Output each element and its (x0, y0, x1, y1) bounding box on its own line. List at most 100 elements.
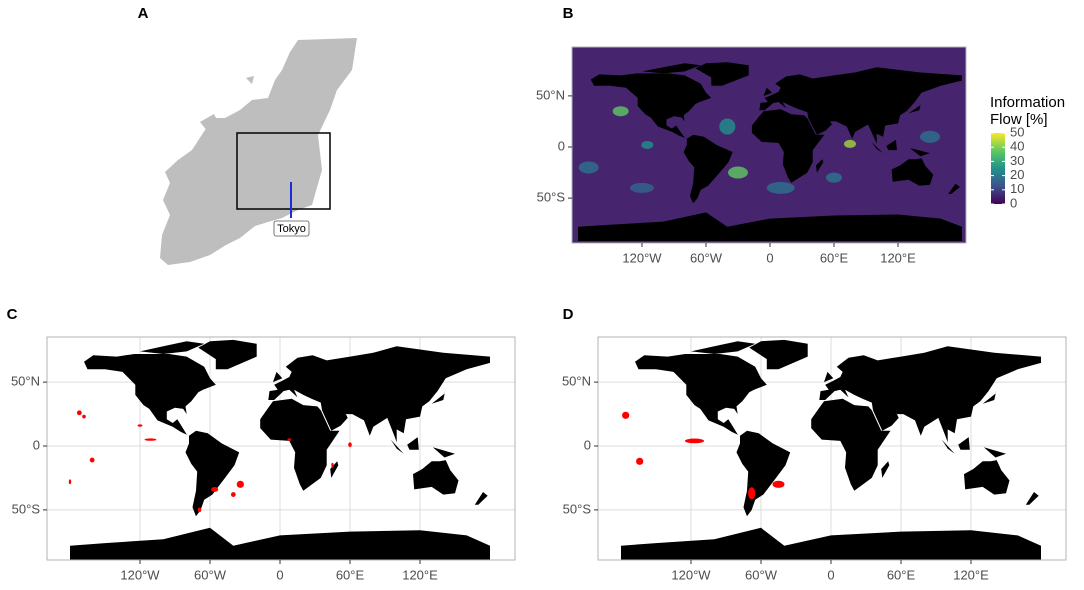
landmass (749, 339, 808, 370)
landmass (390, 439, 404, 454)
panel-label: A (138, 5, 149, 22)
map-frame (46, 336, 516, 561)
highlight-region (211, 487, 219, 492)
landmass (982, 388, 997, 404)
x-tick-label: 120°E (880, 250, 916, 265)
landmass (958, 437, 970, 450)
landmass (268, 346, 490, 443)
landmass (578, 212, 962, 241)
highlight-region (331, 462, 334, 468)
y-tick-label: 50°N (11, 374, 40, 389)
landmass (759, 67, 962, 144)
highlight-region (230, 492, 236, 497)
landmass (185, 430, 240, 517)
x-tick-label: 60°W (194, 567, 227, 582)
flow-pattern (578, 161, 599, 174)
landmass (871, 141, 884, 154)
x-tick-label: 60°W (745, 567, 778, 582)
highlight-region (89, 457, 95, 463)
flow-pattern (612, 106, 629, 117)
x-tick-label: 120°W (671, 567, 711, 582)
landmass (948, 183, 960, 194)
landmass (964, 460, 1010, 495)
landmass (811, 398, 891, 491)
flow-pattern (826, 172, 842, 183)
map-frame (597, 336, 1067, 561)
colorbar-label: 0 (1010, 195, 1017, 210)
flow-pattern (728, 166, 748, 179)
legend-title: Flow [%] (990, 111, 1048, 128)
panel-label: C (7, 306, 18, 323)
colorbar-label: 40 (1010, 139, 1024, 154)
x-tick-label: 60°E (887, 567, 916, 582)
map (578, 62, 962, 241)
y-tick-label: 50°S (563, 501, 592, 516)
y-tick-label: 0 (558, 138, 565, 153)
x-tick-label: 60°E (820, 250, 849, 265)
highlight-region (772, 480, 785, 488)
colorbar-label: 30 (1010, 153, 1024, 168)
landmass (815, 159, 824, 173)
landmass (824, 371, 834, 383)
landmass (621, 527, 1041, 560)
highlight-region (68, 479, 72, 485)
y-tick-label: 0 (584, 437, 591, 452)
landmass (909, 148, 930, 157)
highlight-region (236, 480, 244, 488)
x-tick-label: 0 (827, 567, 834, 582)
highlight-region (144, 438, 157, 441)
landmass (432, 447, 455, 458)
highlight-region (287, 438, 292, 441)
panel-label: B (563, 5, 574, 22)
flow-pattern (630, 182, 654, 193)
landmass (474, 492, 488, 505)
x-tick-label: 60°E (336, 567, 365, 582)
y-tick-label: 50°N (536, 87, 565, 102)
x-tick-label: 120°E (402, 567, 438, 582)
landmass (751, 109, 825, 183)
y-tick-label: 50°S (12, 501, 41, 516)
x-tick-label: 0 (276, 567, 283, 582)
landmass (683, 134, 733, 204)
highlight-region (76, 410, 82, 416)
colorbar-label: 50 (1010, 124, 1024, 139)
landmass (273, 371, 283, 383)
map-frame (571, 46, 967, 244)
flow-pattern (766, 181, 795, 194)
landmass (908, 101, 922, 114)
city-label: Tokyo (277, 223, 306, 235)
highlight-region (197, 507, 202, 513)
x-tick-label: 120°E (953, 567, 989, 582)
panel-label: D (563, 306, 574, 323)
japan-map (160, 38, 357, 265)
flow-pattern (719, 118, 736, 135)
landmass (881, 461, 890, 478)
highlight-region (748, 487, 756, 500)
landmass (941, 439, 955, 454)
landmass (691, 341, 756, 354)
y-tick-label: 50°S (537, 190, 566, 205)
landmass (695, 62, 749, 86)
landmass (983, 447, 1006, 458)
y-tick-label: 0 (33, 437, 40, 452)
highlight-region (348, 442, 352, 448)
landmass (819, 346, 1041, 443)
landmass (84, 354, 216, 436)
flow-pattern (844, 139, 856, 148)
map (47, 337, 515, 560)
landmass (140, 341, 205, 354)
x-tick-label: 120°W (120, 567, 160, 582)
city-label-box (273, 220, 310, 237)
landmass (1025, 492, 1039, 505)
x-tick-label: 120°W (622, 250, 662, 265)
landmass (413, 460, 459, 495)
region-box (236, 132, 331, 210)
landmass (431, 388, 446, 404)
colorbar-label: 20 (1010, 167, 1024, 182)
flow-pattern (920, 130, 940, 143)
landmass (891, 158, 934, 186)
landmass (70, 527, 490, 560)
x-tick-label: 60°W (690, 250, 723, 265)
landmass (590, 73, 712, 139)
